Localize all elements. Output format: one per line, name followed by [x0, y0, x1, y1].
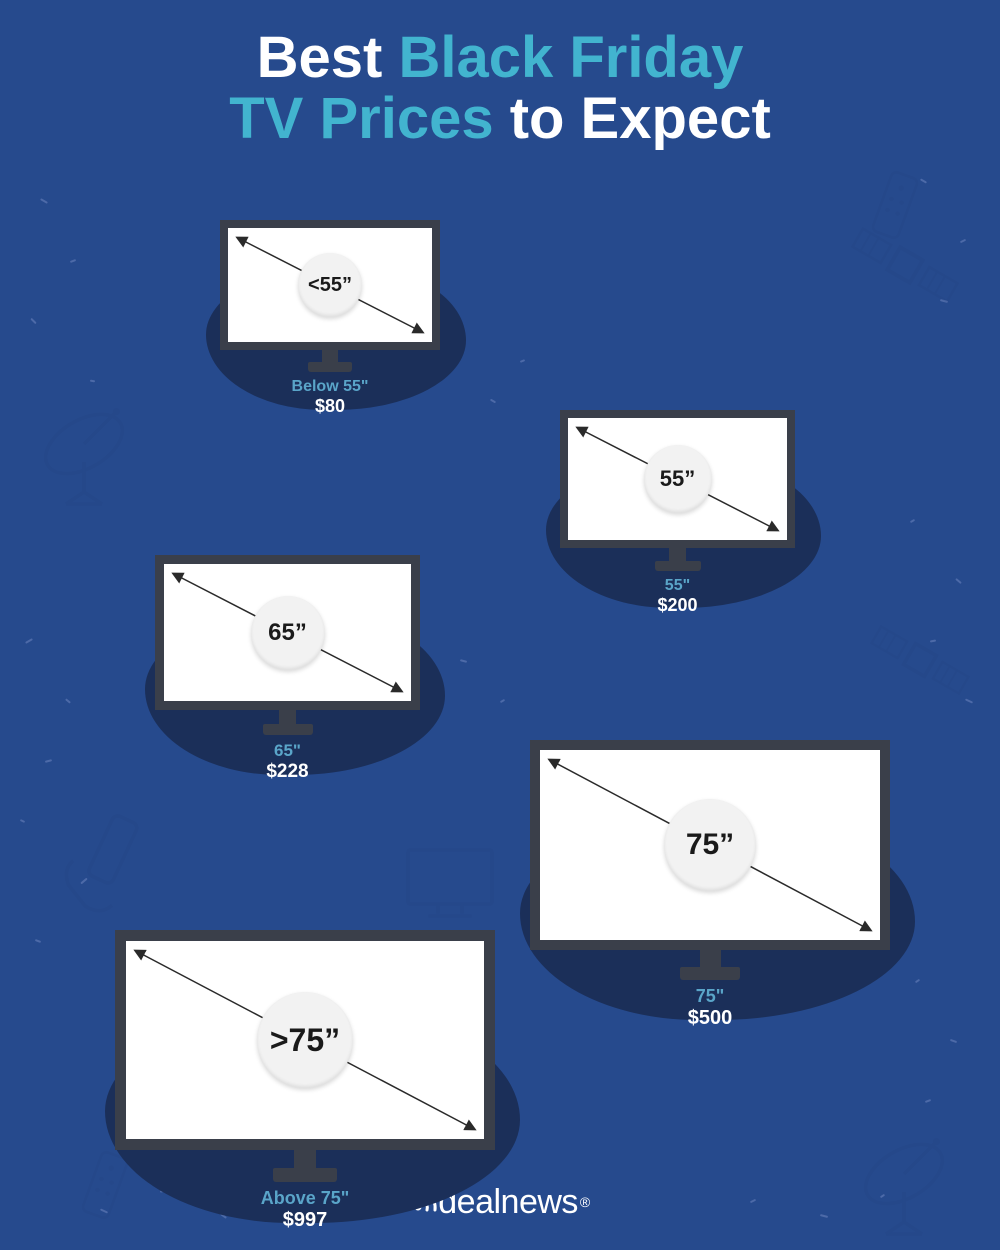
bg-remote-icon [850, 160, 940, 255]
size-label: 75" [530, 986, 890, 1007]
price-label: $500 [530, 1007, 890, 1030]
tv-frame: 75” [530, 740, 890, 950]
bg-speck [35, 939, 41, 943]
bg-speck [25, 638, 33, 644]
size-bubble: <55” [298, 253, 362, 317]
tv-stand-base [263, 724, 313, 735]
tv-frame: 65” [155, 555, 420, 710]
bg-speck [30, 318, 36, 324]
size-label: 65" [155, 741, 420, 761]
bg-speck [915, 979, 920, 984]
size-bubble: 75” [664, 799, 756, 891]
size-bubble: 55” [644, 445, 712, 513]
tv-frame: 55” [560, 410, 795, 548]
size-label: Below 55" [220, 378, 440, 396]
bg-speck [45, 759, 52, 763]
size-label: Above 75" [115, 1188, 495, 1209]
tv-stand-base [273, 1168, 337, 1182]
price-label: $228 [155, 761, 420, 783]
infographic-canvas: Best Black FridayTV Prices to Expect <55… [0, 0, 1000, 1250]
bg-speck [925, 1099, 931, 1103]
price-label: $997 [115, 1209, 495, 1232]
bg-speck [955, 578, 962, 584]
bg-dish-icon [30, 390, 150, 515]
tv-caption: Above 75" $997 [115, 1188, 495, 1232]
tv-caption: Below 55" $80 [220, 378, 440, 417]
tv-stand-base [308, 362, 352, 372]
bg-sat-icon [860, 600, 980, 725]
size-bubble: >75” [257, 992, 353, 1088]
bg-speck [65, 698, 71, 703]
bg-speck [950, 1039, 957, 1043]
tv-stand-base [680, 967, 740, 981]
price-label: $80 [220, 396, 440, 417]
bg-speck [520, 359, 525, 363]
tv-stand [294, 1150, 316, 1168]
bg-speck [910, 519, 915, 523]
tv-stand-base [655, 561, 701, 571]
tv-stand [669, 548, 685, 561]
size-bubble: 65” [251, 596, 325, 670]
tv-caption: 65" $228 [155, 741, 420, 783]
price-label: $200 [560, 595, 795, 616]
page-title: Best Black FridayTV Prices to Expect [0, 28, 1000, 150]
bg-hand-icon [40, 800, 160, 925]
bg-speck [460, 659, 467, 663]
bg-speck [40, 198, 48, 204]
bg-tv-icon [390, 820, 510, 945]
tv-stand [700, 950, 721, 967]
bg-speck [490, 399, 496, 404]
bg-speck [90, 380, 95, 383]
bg-speck [20, 819, 25, 823]
tv-frame: <55” [220, 220, 440, 350]
bg-speck [70, 259, 76, 263]
bg-speck [500, 699, 505, 703]
size-label: 55" [560, 577, 795, 595]
tv-caption: 55" $200 [560, 577, 795, 616]
tv-stand [322, 350, 337, 362]
tv-frame: >75” [115, 930, 495, 1150]
tv-caption: 75" $500 [530, 986, 890, 1030]
tv-stand [279, 710, 297, 724]
